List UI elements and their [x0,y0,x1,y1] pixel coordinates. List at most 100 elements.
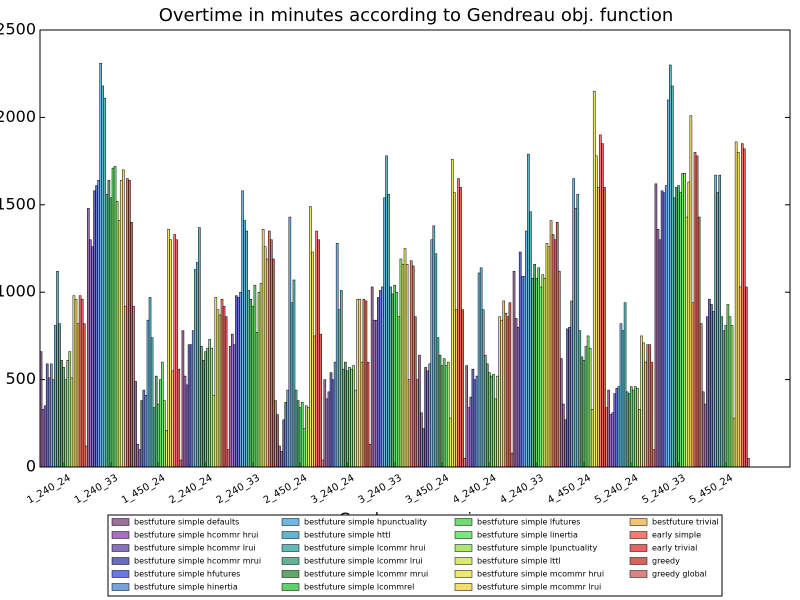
bar [570,300,573,468]
bar [691,302,695,468]
bar [671,85,674,468]
bar [660,190,664,468]
legend-swatch [111,570,130,578]
bar [718,174,721,468]
bar [179,459,183,468]
bar [726,304,730,468]
bar [418,354,421,468]
y-tick-label: 2000 [0,107,36,126]
legend-label: greedy [652,557,680,566]
bar [76,323,80,468]
bar [243,220,246,468]
legend-label: bestfuture simple mcommr lrui [477,583,601,592]
bar [323,379,327,468]
bar [115,201,119,468]
y-tick-label: 2500 [0,20,36,39]
bar [311,251,314,468]
bar [358,298,362,468]
bar [525,230,528,468]
bar [677,185,680,468]
bar [543,277,547,468]
bar [397,316,401,468]
bar [113,166,117,468]
bar [383,197,386,468]
bar [496,375,499,468]
bar [590,409,594,468]
legend-label: bestfuture simple lpunctuality [477,544,597,553]
bar [453,192,456,468]
bar [259,283,263,468]
legend-label: bestfuture simple lcommr hrui [304,544,426,553]
bar [255,332,259,468]
bar [214,297,218,468]
bar [331,379,335,468]
bar [706,316,709,468]
bar [632,389,635,468]
bar [518,251,522,468]
bar [584,346,588,468]
bar [656,229,660,468]
legend-swatch [111,518,130,526]
bar [745,286,748,468]
bar [187,344,191,468]
bar [426,370,429,468]
legend-swatch [629,557,648,565]
bar [469,396,473,468]
bar [278,445,281,468]
bar [683,173,686,468]
legend-label: bestfuture simple hcommr mrui [134,557,261,566]
bar [56,270,59,468]
bar [741,143,744,468]
bar [636,388,639,468]
bar [642,342,645,468]
bar [80,298,84,468]
bar [196,262,199,468]
bar [471,368,475,468]
bar [416,379,419,468]
bar [294,389,298,468]
bar [539,286,543,468]
bar [74,298,78,468]
bar [504,312,508,468]
bar [263,246,267,468]
bar [128,180,131,468]
bar [325,398,329,468]
bar [704,403,707,468]
bar [605,407,608,468]
bar [64,379,67,468]
bar [685,216,689,468]
bar [527,153,530,468]
bar [270,239,273,468]
bar [154,375,158,468]
x-tick-label: 4_240_24 [451,473,498,507]
bar [535,277,538,468]
bar [547,246,551,468]
bar [568,326,571,468]
bar [307,407,310,468]
bar [253,284,257,468]
bar [442,358,446,468]
legend-label: bestfuture simple hfutures [134,570,240,579]
bar [109,197,113,468]
bar [490,375,493,468]
bar [714,174,717,468]
legend-label: bestfuture simple httl [304,531,391,540]
bar [430,239,434,468]
bar [664,185,668,468]
bar [465,365,469,468]
bar [193,269,197,468]
bar [557,270,561,468]
bar [689,115,693,468]
bar [241,190,244,468]
bar [409,260,413,468]
bar [551,234,555,468]
y-tick-label: 0 [26,457,36,476]
legend-swatch [454,583,473,591]
bar [99,62,102,468]
bar [72,295,76,468]
bar [654,183,658,468]
bar [208,339,211,468]
bar [652,449,656,468]
legend-swatch [454,570,473,578]
bar [247,290,251,468]
